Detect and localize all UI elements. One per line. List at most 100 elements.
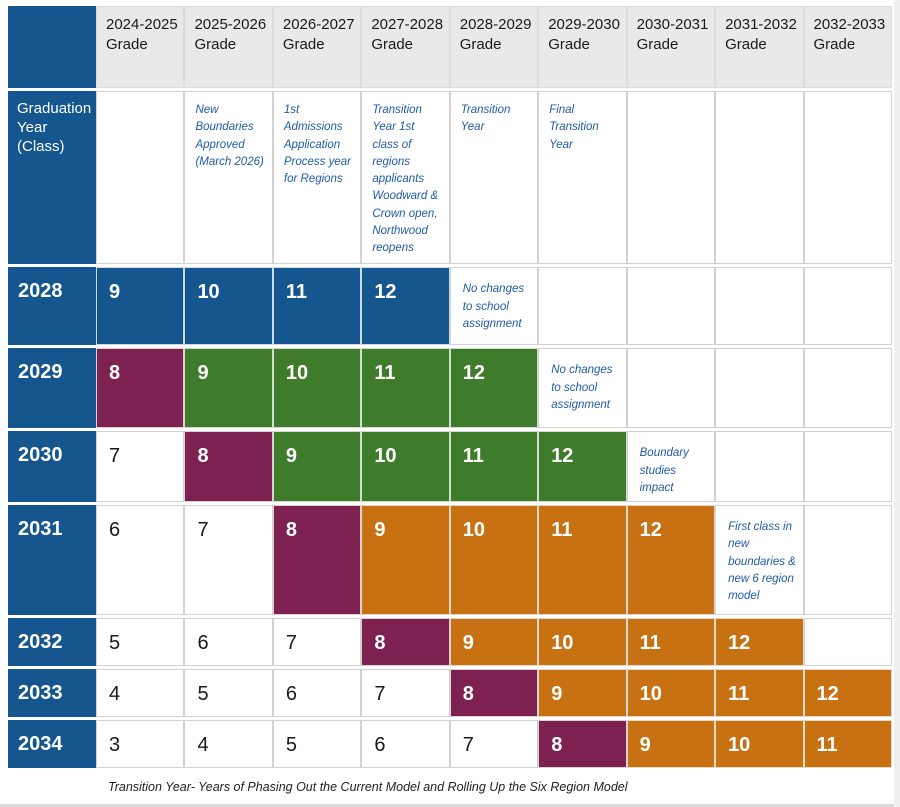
grade-7-2034: 7 (449, 720, 539, 768)
column-header-2028-2029: 2028-2029 Grade (449, 6, 539, 88)
empty-note-8 (803, 91, 892, 265)
empty-cell (803, 431, 892, 502)
grade-3-2034: 3 (96, 720, 185, 768)
year-row-2034: 2034 3 4 5 6 7 8 9 10 11 (8, 720, 892, 768)
grade-7-2031: 7 (184, 505, 273, 615)
column-note-1: New Boundaries Approved (March 2026) (184, 91, 273, 265)
empty-cell (626, 348, 716, 429)
table-footnote: Transition Year- Years of Phasing Out th… (108, 780, 628, 794)
empty-cell (803, 618, 892, 666)
grade-10-2029: 10 (272, 348, 362, 429)
column-header-2025-2026: 2025-2026 Grade (184, 6, 273, 88)
grade-8-2034: 8 (538, 720, 627, 768)
empty-cell (803, 505, 892, 615)
empty-cell (715, 348, 804, 429)
column-note-5: Final Transition Year (538, 91, 627, 265)
grade-8-2031: 8 (272, 505, 362, 615)
row-header-title: Graduation Year (Class) (8, 91, 96, 265)
row-label-2030: 2030 (8, 431, 96, 502)
column-header-row: 2024-2025 Grade 2025-2026 Grade 2026-2027 … (8, 6, 892, 88)
grade-5-2033: 5 (184, 669, 273, 717)
grade-8-2029: 8 (96, 348, 185, 429)
empty-note-7 (715, 91, 804, 265)
grade-5-2032: 5 (96, 618, 185, 666)
row-label-2028: 2028 (8, 267, 96, 346)
grade-9-2032: 9 (449, 618, 539, 666)
empty-cell (626, 267, 716, 346)
grade-8-2033: 8 (449, 669, 539, 717)
row-label-2029: 2029 (8, 348, 96, 429)
grade-10-2033: 10 (626, 669, 716, 717)
grade-10-2030: 10 (361, 431, 450, 502)
grade-11-2031: 11 (538, 505, 627, 615)
grade-12-2030: 12 (538, 431, 627, 502)
grade-6-2031: 6 (96, 505, 185, 615)
year-row-2030: 2030 7 8 9 10 11 12 Boundary studies impact (8, 431, 892, 502)
note-cell-2029: No changes to school assignment (538, 348, 627, 429)
grade-6-2032: 6 (184, 618, 273, 666)
empty-note-6 (626, 91, 716, 265)
grade-9-2030: 9 (272, 431, 362, 502)
grade-11-2032: 11 (626, 618, 716, 666)
year-row-2032: 2032 5 6 7 8 9 10 11 12 (8, 618, 892, 666)
column-note-3: Transition Year 1st class of regions app… (361, 91, 450, 265)
column-header-2030-2031: 2030-2031 Grade (626, 6, 716, 88)
year-row-2028: 2028 9 10 11 12 No changes to school assignme… (8, 267, 892, 346)
grade-12-2028: 12 (361, 267, 450, 346)
grade-5-2034: 5 (272, 720, 362, 768)
note-cell-2030: Boundary studies impact (626, 431, 716, 502)
column-notes-row: Graduation Year (Class) New Boundaries A… (8, 91, 892, 265)
grade-4-2033: 4 (96, 669, 185, 717)
grade-9-2033: 9 (538, 669, 627, 717)
empty-cell (715, 431, 804, 502)
note-cell-2031: First class in new boundaries & new 6 re… (715, 505, 804, 615)
grade-12-2032: 12 (715, 618, 804, 666)
column-note-2: 1st Admissions Application Process year … (272, 91, 362, 265)
grade-12-2029: 12 (449, 348, 539, 429)
column-header-2032-2033: 2032-2033 Grade (803, 6, 892, 88)
year-row-2031: 2031 6 7 8 9 10 11 12 First class in new boundar… (8, 505, 892, 615)
year-row-2029: 2029 8 9 10 11 12 No changes to school assignm… (8, 348, 892, 429)
grade-7-2032: 7 (272, 618, 362, 666)
grade-11-2034: 11 (803, 720, 892, 768)
grade-8-2030: 8 (184, 431, 273, 502)
empty-cell (803, 267, 892, 346)
column-header-2027-2028: 2027-2028 Grade (361, 6, 450, 88)
note-cell-2028: No changes to school assignment (449, 267, 539, 346)
column-header-2029-2030: 2029-2030 Grade (538, 6, 627, 88)
grade-10-2032: 10 (538, 618, 627, 666)
grade-7-2033: 7 (361, 669, 450, 717)
empty-cell (538, 267, 627, 346)
grade-12-2031: 12 (626, 505, 716, 615)
corner-cell (8, 6, 96, 88)
empty-cell (803, 348, 892, 429)
table-body: 2028 9 10 11 12 No changes to school assignme… (8, 267, 892, 768)
grade-9-2031: 9 (361, 505, 450, 615)
grade-8-2032: 8 (361, 618, 450, 666)
grade-11-2029: 11 (361, 348, 450, 429)
grade-12-2033: 12 (803, 669, 892, 717)
grade-11-2030: 11 (449, 431, 539, 502)
row-label-2032: 2032 (8, 618, 96, 666)
year-row-2033: 2033 4 5 6 7 8 9 10 11 12 (8, 669, 892, 717)
empty-cell (715, 267, 804, 346)
grade-10-2031: 10 (449, 505, 539, 615)
grade-9-2029: 9 (184, 348, 273, 429)
column-header-2031-2032: 2031-2032 Grade (715, 6, 804, 88)
row-label-2034: 2034 (8, 720, 96, 768)
grade-7-2030: 7 (96, 431, 185, 502)
empty-note-0 (96, 91, 185, 265)
grade-9-2028: 9 (96, 267, 185, 346)
row-label-2033: 2033 (8, 669, 96, 717)
column-note-4: Transition Year (449, 91, 539, 265)
row-label-2031: 2031 (8, 505, 96, 615)
grade-6-2033: 6 (272, 669, 362, 717)
column-header-2026-2027: 2026-2027 Grade (272, 6, 362, 88)
grade-10-2034: 10 (715, 720, 804, 768)
column-header-2024-2025: 2024-2025 Grade (96, 6, 185, 88)
grade-9-2034: 9 (626, 720, 716, 768)
grade-11-2033: 11 (715, 669, 804, 717)
grade-6-2034: 6 (361, 720, 450, 768)
